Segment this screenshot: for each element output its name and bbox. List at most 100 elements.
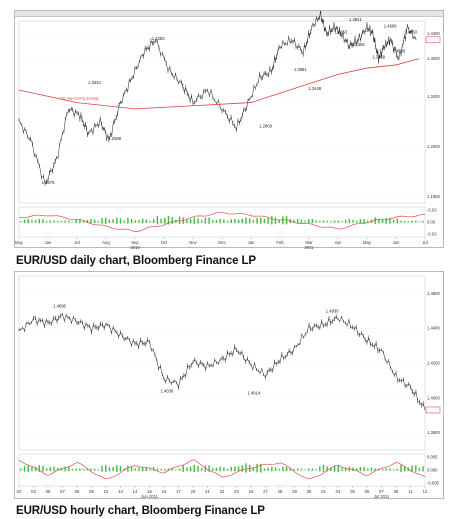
oscillator-line (18, 211, 426, 233)
y-tick-label: 1.4400 (427, 326, 440, 331)
y-tick-label: 1.4200 (427, 361, 440, 366)
oscillator-line (18, 459, 426, 480)
x-tick-label: May (363, 240, 372, 245)
oscillator-tick-label: -0.02 (427, 232, 437, 237)
price-annotation: 1.3968 (372, 55, 385, 60)
x-tick-label: Jan (248, 240, 255, 245)
price-annotation: 1.4930 (326, 309, 339, 314)
price-series (18, 11, 417, 186)
oscillator-tick-label: 0.00 (427, 220, 436, 225)
price-annotation: 1.4950 (404, 30, 417, 35)
x-tick-label: 07 (379, 489, 384, 494)
x-tick-label: 10 (104, 489, 109, 494)
x-tick-label: 23 (234, 489, 239, 494)
x-tick-label: 05 (350, 489, 355, 494)
x-tick-label: 27 (263, 489, 268, 494)
period-label: Jul 2011 (374, 494, 390, 499)
price-annotation: 1.4356 (352, 42, 365, 47)
oscillator-histogram (20, 463, 424, 473)
plot-frame (18, 20, 426, 204)
x-tick-label: 08 (75, 489, 80, 494)
x-tick-label: May (15, 240, 24, 245)
x-tick-label: 20 (191, 489, 196, 494)
x-tick-label: 06 (365, 489, 370, 494)
x-tick-label: Feb (276, 240, 284, 245)
x-tick-label: Sep (131, 240, 139, 245)
price-annotation: 1.1876 (42, 180, 55, 185)
price-annotation: 1.4036 (392, 48, 405, 53)
x-tick-label: Apr (335, 240, 342, 245)
hourly-chart-panel: 1.3800 1.4000 1.4200 1.4400 1.4600 02 03 06 07 08… (14, 271, 444, 499)
oscillator-tick-label: -0.02 (427, 208, 437, 213)
y-tick-label: 1.4600 (427, 291, 440, 296)
x-tick-label: Oct (161, 240, 168, 245)
y-tick-label: 1.3800 (427, 430, 440, 435)
x-tick-label: 24 (249, 489, 254, 494)
price-line (18, 11, 417, 184)
moving-average-label: 200 day moving average (60, 96, 99, 100)
moving-average-line (18, 58, 420, 110)
x-tick-label: 16 (162, 489, 167, 494)
price-annotation: 1.4036 (160, 389, 173, 394)
x-tick-label: 13 (118, 489, 123, 494)
y-tick-label: 1.3400 (427, 94, 440, 99)
y-tick-label: 1.4000 (427, 395, 440, 400)
price-annotation: 1.4841 (349, 17, 362, 22)
oscillator-tick-label: -0.005 (427, 481, 440, 486)
price-annotation: 1.4653 (334, 30, 347, 35)
price-annotation: 1.4282 (152, 36, 165, 41)
x-tick-label: Jul (74, 240, 79, 245)
daily-chart-svg: 1.1800 1.2600 1.3400 1.4000 1.4400 May Jun Jul A… (15, 11, 441, 249)
x-tick-label: 04 (336, 489, 341, 494)
last-price-box (425, 406, 441, 414)
x-tick-label: Mar (305, 240, 313, 245)
x-tick-label: 28 (278, 489, 283, 494)
x-tick-label: 30 (307, 489, 312, 494)
daily-chart-caption: EUR/USD daily chart, Bloomberg Finance L… (16, 255, 257, 267)
price-annotation: 1.3861 (294, 67, 307, 72)
x-tick-label: 14 (133, 489, 138, 494)
price-line (18, 313, 426, 411)
y-tick-label: 1.4400 (427, 31, 440, 36)
daily-chart-panel: 1.1800 1.2600 1.3400 1.4000 1.4400 May Jun Jul A… (14, 10, 444, 249)
period-label: 2011 (304, 245, 314, 249)
price-annotation: 1.4014 (247, 390, 260, 395)
period-label: Jun 2011 (141, 494, 159, 499)
x-tick-label: 15 (147, 489, 152, 494)
x-tick-label: Jul (422, 240, 427, 245)
last-price-box (425, 36, 441, 44)
x-tick-label: 09 (89, 489, 94, 494)
chart-toolbar-strip (15, 11, 443, 17)
x-tick-label: Nov (189, 240, 197, 245)
period-label: 2010 (130, 245, 140, 249)
hourly-chart-caption: EUR/USD hourly chart, Bloomberg Finance … (16, 505, 265, 517)
price-series (18, 313, 426, 411)
x-tick-label: 21 (205, 489, 210, 494)
y-tick-label: 1.4000 (427, 56, 440, 61)
x-tick-label: 29 (292, 489, 297, 494)
x-tick-label: 01 (321, 489, 326, 494)
x-tick-label: 12 (423, 489, 428, 494)
price-annotation: 1.4696 (53, 303, 66, 308)
oscillator-tick-label: 0.000 (427, 468, 438, 473)
x-tick-label: 07 (60, 489, 65, 494)
y-tick-label: 1.2600 (427, 144, 440, 149)
oscillator-tick-label: 0.005 (427, 455, 438, 460)
x-tick-label: 02 (17, 489, 22, 494)
x-tick-label: Dec (218, 240, 225, 245)
y-tick-label: 1.1800 (427, 194, 440, 199)
x-tick-label: 03 (31, 489, 36, 494)
price-annotation: 1.2869 (259, 124, 272, 129)
price-annotation: 1.3448 (308, 86, 321, 91)
x-tick-label: 06 (46, 489, 51, 494)
x-tick-label: Jun (45, 240, 52, 245)
x-tick-label: Jun (393, 240, 400, 245)
x-tick-label: 11 (408, 489, 413, 494)
price-annotation: 1.2588 (108, 136, 121, 141)
x-tick-label: 08 (394, 489, 399, 494)
price-annotation: 1.4696 (384, 23, 397, 28)
price-annotation: 1.3334 (88, 80, 101, 85)
x-tick-label: Aug (102, 240, 110, 245)
x-tick-label: 17 (176, 489, 181, 494)
hourly-chart-svg: 1.3800 1.4000 1.4200 1.4400 1.4600 02 03 06 07 08… (17, 275, 441, 499)
